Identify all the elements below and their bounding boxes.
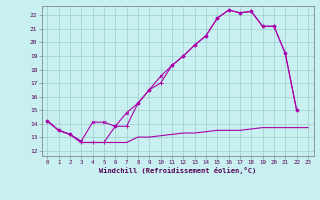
X-axis label: Windchill (Refroidissement éolien,°C): Windchill (Refroidissement éolien,°C)	[99, 167, 256, 174]
